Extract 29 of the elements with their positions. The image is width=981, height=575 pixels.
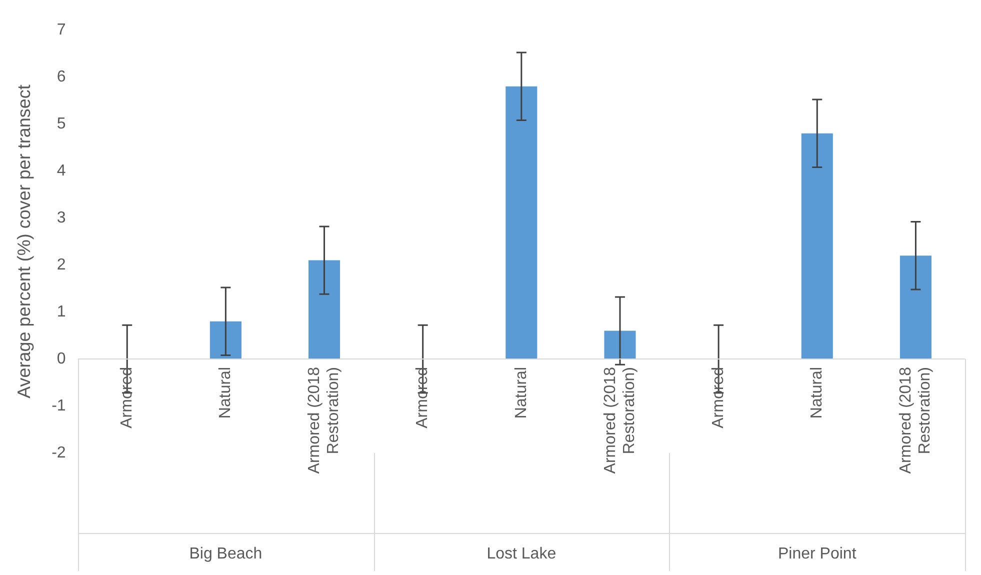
x-tick-label: Natural <box>808 367 826 419</box>
bar <box>900 256 932 359</box>
x-tick-label: Armored (2018 Restoration) <box>898 366 934 474</box>
y-tick-label: -2 <box>52 444 66 462</box>
y-tick-label: 6 <box>56 68 66 86</box>
y-tick-label: 3 <box>56 209 66 226</box>
y-tick-label: 2 <box>56 256 66 274</box>
bar <box>308 260 340 359</box>
y-tick-label: 7 <box>56 21 66 38</box>
x-tick-label: Armored (2018 Restoration) <box>602 366 638 474</box>
x-tick-label: Armored <box>414 367 432 428</box>
text: Lost Lake <box>486 545 556 562</box>
text: Big Beach <box>189 545 262 562</box>
bar <box>210 321 242 359</box>
bar <box>801 133 833 359</box>
x-tick-label: Armored <box>118 367 136 428</box>
x-tick-label: Natural <box>512 367 530 419</box>
y-tick-label: 0 <box>56 350 66 368</box>
y-tick-label: 5 <box>56 115 66 132</box>
x-tick-label: Natural <box>217 367 234 419</box>
bar <box>604 330 636 359</box>
bar <box>506 86 538 359</box>
x-tick-label: Armored <box>710 367 727 428</box>
y-tick-label: 1 <box>56 303 66 320</box>
text: Piner Point <box>778 545 857 562</box>
y-tick-label: -1 <box>52 397 66 414</box>
y-axis-title: Average percent (%) cover per transect <box>14 84 34 398</box>
x-tick-label: Armored (2018 Restoration) <box>306 366 342 474</box>
y-tick-label: 4 <box>56 162 66 180</box>
